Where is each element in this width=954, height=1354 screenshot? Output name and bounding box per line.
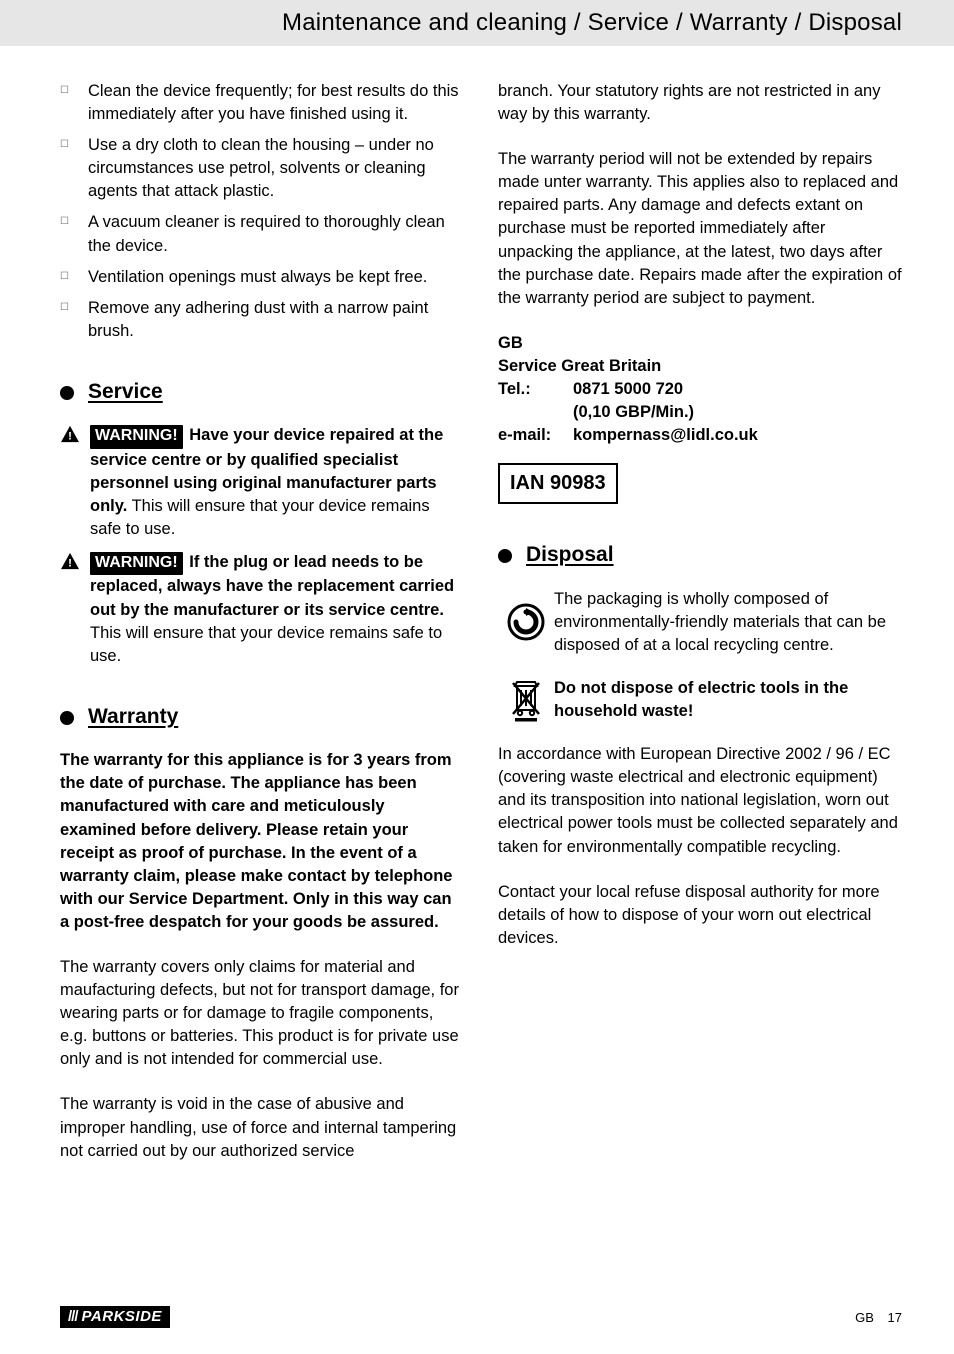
tel-value: 0871 5000 720 [573,378,683,401]
weee-row: Do not dispose of electric tools in the … [498,677,902,723]
content-area: ☐Clean the device frequently; for best r… [0,46,954,1292]
tel-row: Tel.: 0871 5000 720 [498,378,902,401]
bullet-icon [498,549,512,563]
warning-item: ! WARNING! If the plug or lead needs to … [60,551,464,668]
page-number: GB 17 [855,1310,902,1325]
tel-label: Tel.: [498,378,573,401]
footer-page: 17 [888,1310,902,1325]
maintenance-list: ☐Clean the device frequently; for best r… [60,80,464,343]
list-text: Use a dry cloth to clean the housing – u… [80,134,464,203]
header-band: Maintenance and cleaning / Service / War… [0,0,954,46]
warranty-p2: The warranty covers only claims for mate… [60,956,464,1071]
warning-rest: This will ensure that your device remain… [90,624,442,665]
disposal-heading: Disposal [498,540,902,569]
warning-label: WARNING! [90,425,183,448]
bullet-icon: ☐ [60,134,80,203]
spacer [498,401,573,424]
warning-triangle-icon: ! [60,551,84,668]
list-item: ☐Ventilation openings must always be kep… [60,266,464,289]
page: Maintenance and cleaning / Service / War… [0,0,954,1354]
warning-text: WARNING! If the plug or lead needs to be… [84,551,464,668]
bullet-icon [60,386,74,400]
recycle-text: The packaging is wholly composed of envi… [554,588,902,657]
disposal-p4: Contact your local refuse disposal autho… [498,881,902,950]
service-contact-block: GB Service Great Britain Tel.: 0871 5000… [498,332,902,447]
warning-text: WARNING! Have your device repaired at th… [84,424,464,541]
section-title: Disposal [526,540,614,569]
disposal-p3: In accordance with European Directive 20… [498,743,902,858]
list-text: Remove any adhering dust with a narrow p… [80,297,464,343]
ian-number-box: IAN 90983 [498,463,618,504]
warranty-cont-1: branch. Your statutory rights are not re… [498,80,902,126]
email-row: e-mail: kompernass@lidl.co.uk [498,424,902,447]
list-item: ☐Clean the device frequently; for best r… [60,80,464,126]
bullet-icon: ☐ [60,80,80,126]
list-text: Ventilation openings must always be kept… [80,266,464,289]
svg-text:!: ! [68,431,72,443]
service-warnings: ! WARNING! Have your device repaired at … [60,424,464,668]
rate-row: (0,10 GBP/Min.) [498,401,902,424]
header-title: Maintenance and cleaning / Service / War… [282,9,902,37]
bullet-icon: ☐ [60,297,80,343]
service-heading: Service [60,377,464,406]
warning-rest: This will ensure that your device remain… [90,497,430,538]
warning-item: ! WARNING! Have your device repaired at … [60,424,464,541]
recycle-icon [498,588,554,657]
email-label: e-mail: [498,424,573,447]
list-item: ☐Use a dry cloth to clean the housing – … [60,134,464,203]
list-text: Clean the device frequently; for best re… [80,80,464,126]
warning-label: WARNING! [90,552,183,575]
warranty-intro: The warranty for this appliance is for 3… [60,749,464,934]
footer: ///PARKSIDE GB 17 [0,1292,954,1354]
bullet-icon: ☐ [60,266,80,289]
crossed-bin-icon [498,677,554,723]
warranty-p3: The warranty is void in the case of abus… [60,1093,464,1162]
warranty-cont-2: The warranty period will not be extended… [498,148,902,310]
tel-rate: (0,10 GBP/Min.) [573,401,694,424]
footer-country: GB [855,1310,874,1325]
bullet-icon [60,711,74,725]
list-text: A vacuum cleaner is required to thorough… [80,211,464,257]
country-code: GB [498,332,902,355]
list-item: ☐A vacuum cleaner is required to thoroug… [60,211,464,257]
list-item: ☐Remove any adhering dust with a narrow … [60,297,464,343]
brand-logo: ///PARKSIDE [60,1306,170,1328]
email-value: kompernass@lidl.co.uk [573,424,758,447]
warranty-heading: Warranty [60,702,464,731]
bullet-icon: ☐ [60,211,80,257]
svg-text:!: ! [68,558,72,570]
section-title: Service [88,377,163,406]
weee-text: Do not dispose of electric tools in the … [554,677,902,723]
left-column: ☐Clean the device frequently; for best r… [60,80,464,1272]
warning-triangle-icon: ! [60,424,84,541]
section-title: Warranty [88,702,178,731]
recycle-row: The packaging is wholly composed of envi… [498,588,902,657]
service-name: Service Great Britain [498,355,902,378]
brand-text: PARKSIDE [82,1308,162,1325]
right-column: branch. Your statutory rights are not re… [498,80,902,1272]
